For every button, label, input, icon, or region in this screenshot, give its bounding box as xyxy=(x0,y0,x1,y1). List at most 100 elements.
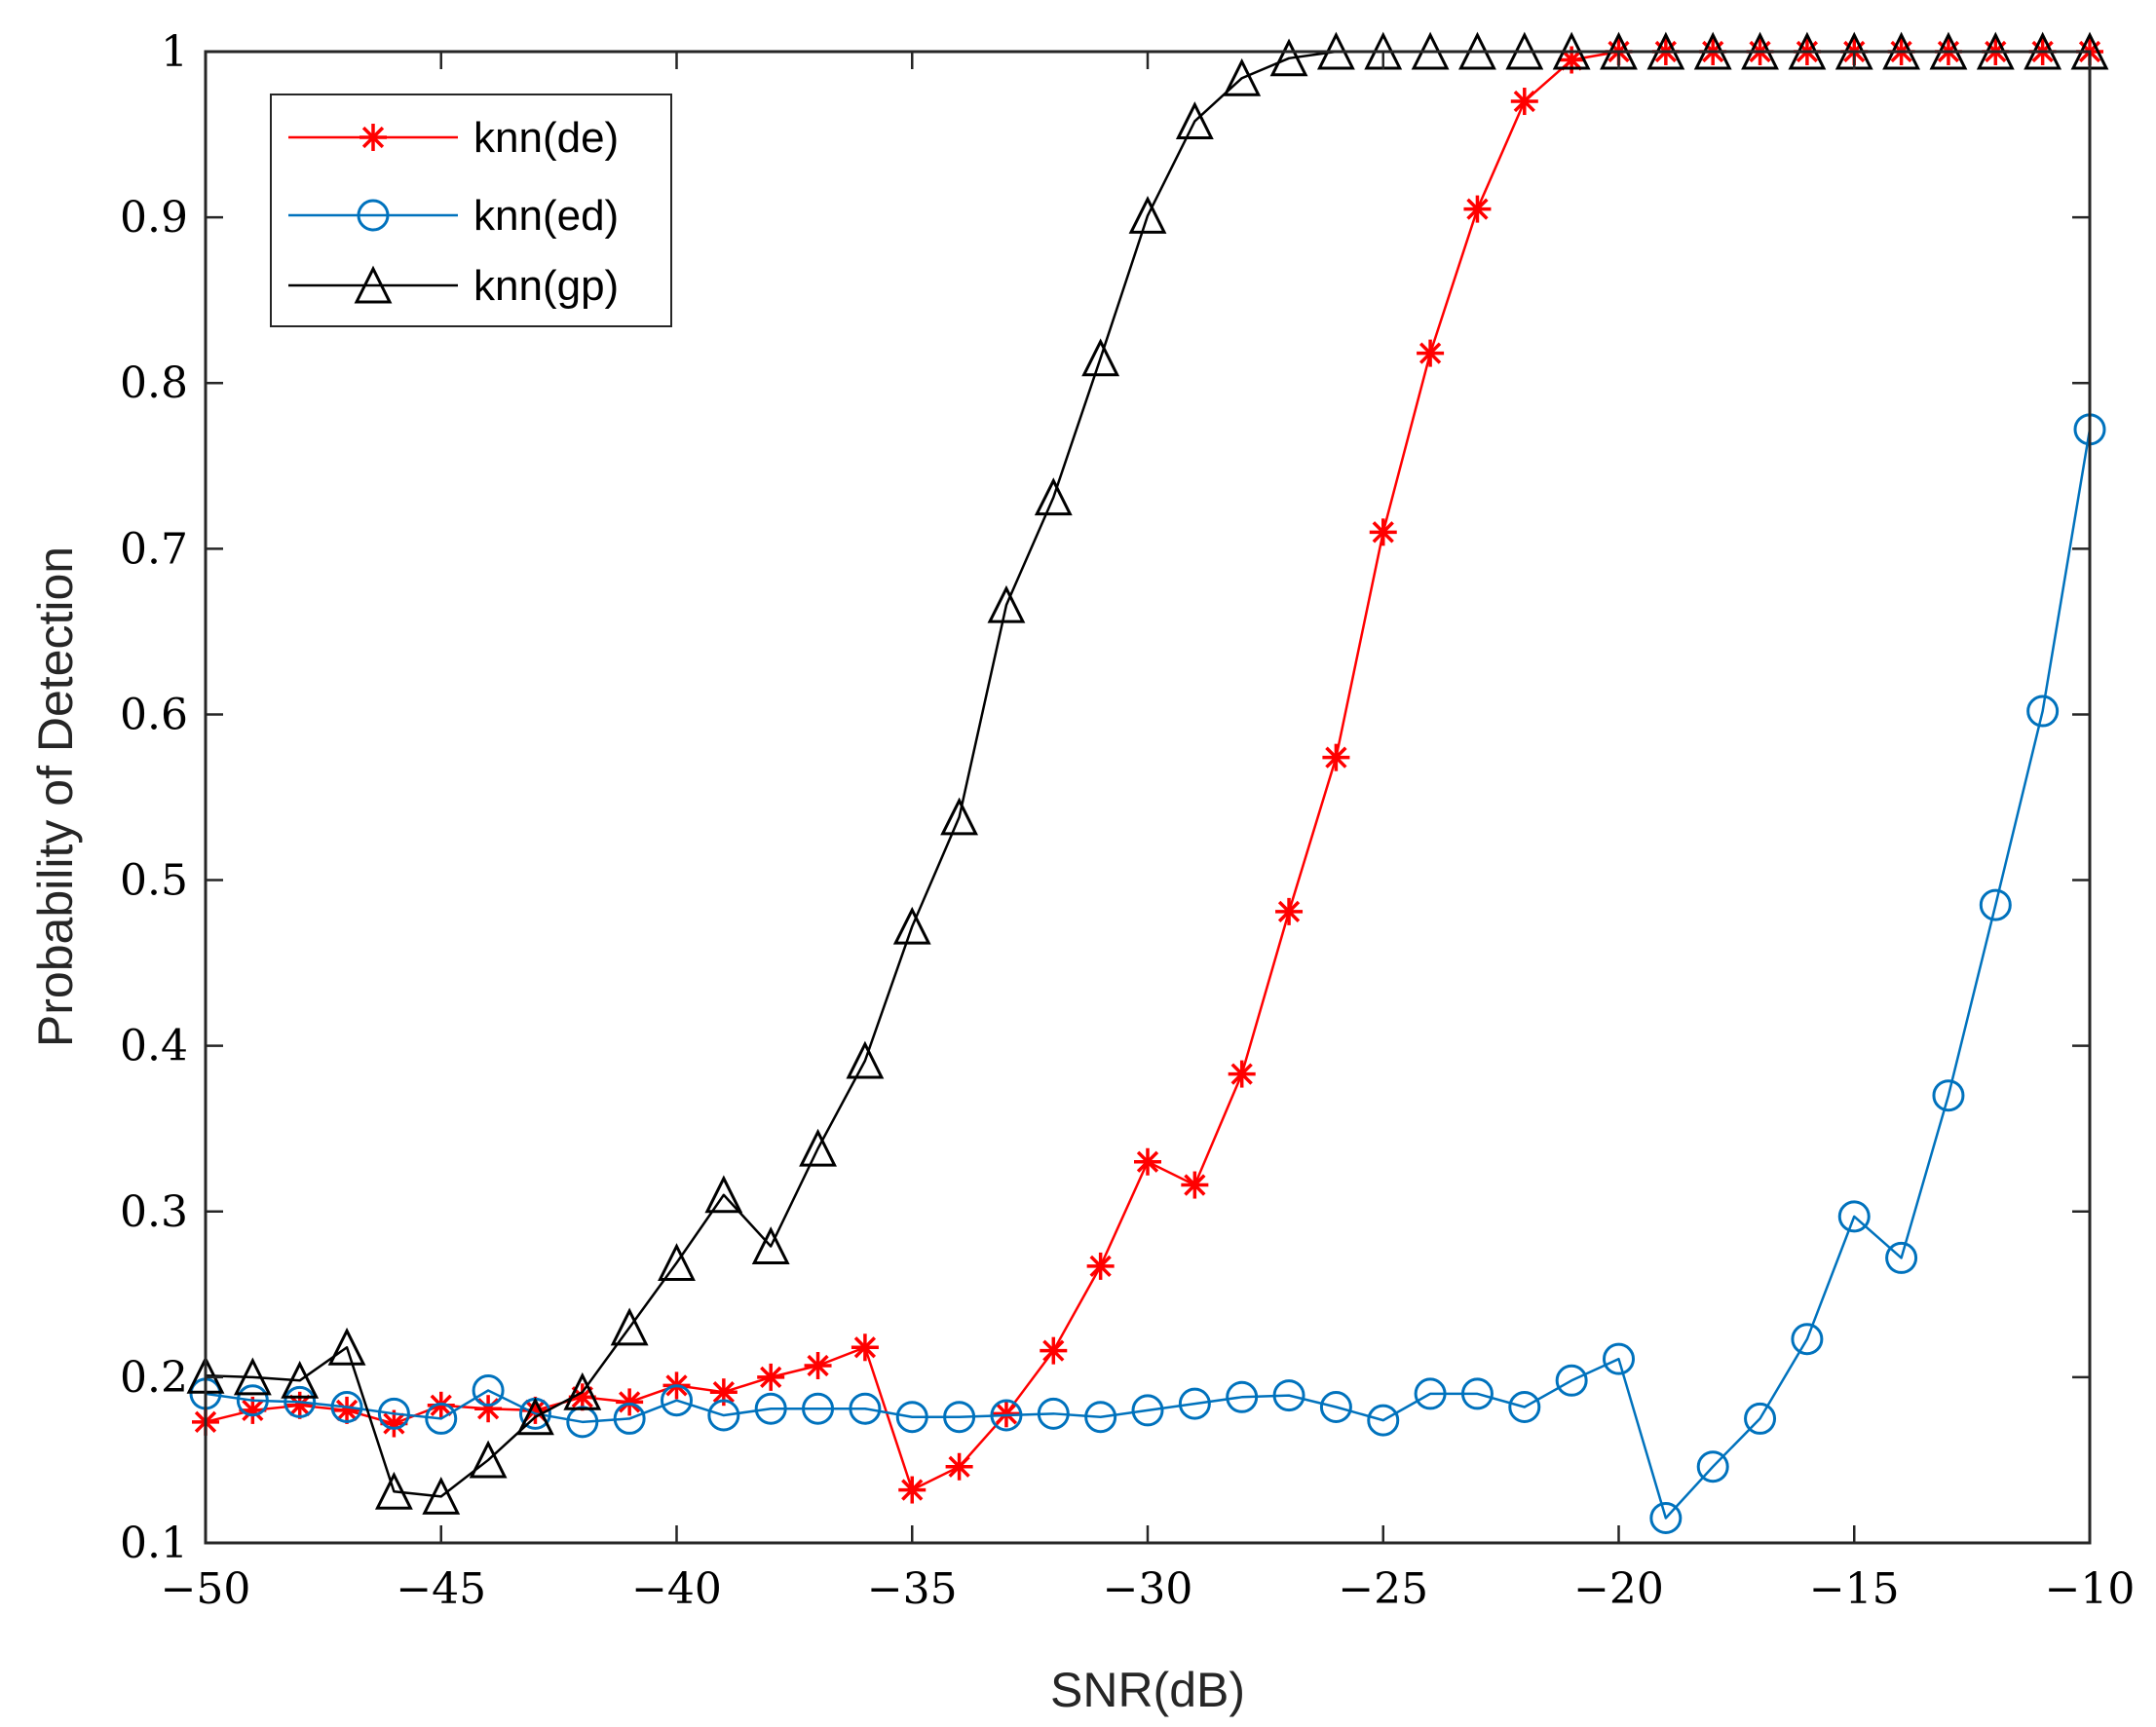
data-point-knn-de xyxy=(1463,195,1492,223)
y-tick-label: 1 xyxy=(161,27,188,77)
data-point-knn-de xyxy=(1134,1147,1161,1176)
data-point-knn-ed xyxy=(1084,1401,1117,1434)
y-tick-label: 0.3 xyxy=(120,1187,188,1237)
data-point-knn-de xyxy=(1510,88,1538,116)
data-point-knn-ed xyxy=(990,1399,1023,1432)
x-tick-label: −50 xyxy=(161,1564,251,1614)
data-point-knn-ed xyxy=(1885,1241,1918,1274)
data-point-knn-ed xyxy=(1319,1391,1352,1424)
data-point-knn-gp xyxy=(846,1040,885,1079)
data-point-knn-de xyxy=(804,1351,832,1379)
ticks-layer: −50 −45 −40 −35 −30 −25 −20 −15 −10 0.1 0.2 0.3 0.4 0… xyxy=(120,27,2135,1614)
x-tick-label: −15 xyxy=(1809,1564,1900,1614)
data-point-knn-gp xyxy=(516,1397,554,1436)
legend-entries: knn(de) knn(ed) knn(gp) xyxy=(288,114,619,310)
legend-entry-knn-ed: knn(ed) xyxy=(288,192,619,240)
data-point-knn-de xyxy=(1275,897,1304,925)
legend-entry-knn-gp: knn(gp) xyxy=(288,262,619,310)
y-tick-label: 0.2 xyxy=(120,1353,188,1403)
data-point-knn-de xyxy=(851,1333,879,1362)
x-tick-label: −25 xyxy=(1338,1564,1428,1614)
data-point-knn-de xyxy=(1322,743,1350,771)
data-point-knn-ed xyxy=(1037,1397,1070,1430)
legend-label: knn(gp) xyxy=(473,262,619,310)
data-point-knn-de xyxy=(616,1388,644,1416)
series-knn-ed xyxy=(189,413,2106,1534)
data-point-knn-ed xyxy=(1460,1377,1494,1410)
data-point-knn-de xyxy=(709,1378,738,1407)
data-point-knn-ed xyxy=(1131,1394,1164,1427)
data-point-knn-ed xyxy=(1178,1387,1211,1420)
data-point-knn-de xyxy=(1040,1336,1068,1365)
data-point-knn-gp xyxy=(799,1128,837,1167)
data-point-knn-gp xyxy=(940,797,979,836)
data-point-knn-de xyxy=(1228,1060,1256,1088)
data-point-knn-de xyxy=(474,1395,503,1423)
data-point-knn-ed xyxy=(707,1399,740,1432)
x-tick-label: −45 xyxy=(396,1564,486,1614)
data-point-knn-gp xyxy=(892,906,931,945)
data-point-knn-ed xyxy=(330,1391,363,1424)
data-point-knn-ed xyxy=(1367,1404,1400,1437)
data-point-knn-de xyxy=(1181,1171,1209,1199)
plot-frame xyxy=(204,50,2092,1545)
y-tick-label: 0.1 xyxy=(120,1519,188,1568)
data-point-knn-ed xyxy=(895,1401,928,1434)
data-point-knn-ed xyxy=(1932,1079,1965,1112)
data-point-knn-gp xyxy=(658,1243,696,1282)
data-point-knn-ed xyxy=(472,1373,505,1407)
legend-entry-knn-de: knn(de) xyxy=(288,114,619,162)
data-point-knn-ed xyxy=(1226,1380,1259,1413)
y-axis-label: Probability of Detection xyxy=(28,546,83,1047)
data-point-knn-ed xyxy=(236,1384,269,1417)
legend-marker-knn-gp xyxy=(354,265,393,304)
legend-label: knn(de) xyxy=(473,114,619,162)
data-point-knn-gp xyxy=(422,1477,461,1515)
data-point-knn-ed xyxy=(377,1397,410,1430)
series-line-knn-ed xyxy=(205,429,2092,1520)
data-point-knn-ed xyxy=(943,1401,976,1434)
data-point-knn-gp xyxy=(327,1327,366,1366)
data-point-knn-ed xyxy=(1555,1364,1588,1397)
data-point-knn-gp xyxy=(1269,38,1308,77)
data-point-knn-ed xyxy=(754,1392,787,1425)
x-tick-label: −30 xyxy=(1103,1564,1193,1614)
data-point-knn-ed xyxy=(2026,695,2060,728)
data-point-knn-ed xyxy=(425,1402,458,1435)
data-point-knn-ed xyxy=(1603,1342,1635,1375)
data-point-knn-de xyxy=(1086,1252,1115,1280)
y-tick-label: 0.7 xyxy=(120,524,188,574)
data-point-knn-gp xyxy=(563,1371,602,1410)
data-point-knn-ed xyxy=(1744,1402,1777,1435)
data-point-knn-de xyxy=(945,1452,973,1481)
data-point-knn-de xyxy=(757,1363,785,1391)
data-point-knn-gp xyxy=(704,1175,743,1214)
y-tick-label: 0.5 xyxy=(120,856,188,906)
data-point-knn-ed xyxy=(1414,1377,1447,1410)
data-point-knn-gp xyxy=(751,1226,790,1265)
data-point-knn-de xyxy=(333,1396,361,1424)
x-axis-label: SNR(dB) xyxy=(1050,1663,1245,1717)
data-point-knn-ed xyxy=(1649,1501,1683,1534)
y-tick-label: 0.6 xyxy=(120,690,188,739)
data-point-knn-gp xyxy=(233,1357,272,1396)
data-point-knn-de xyxy=(1417,339,1445,367)
data-point-knn-ed xyxy=(1696,1450,1729,1483)
data-point-knn-de xyxy=(992,1400,1020,1428)
data-point-knn-ed xyxy=(284,1385,317,1418)
data-point-knn-gp xyxy=(1128,196,1167,234)
data-point-knn-gp xyxy=(281,1360,320,1399)
y-tick-label: 0.9 xyxy=(120,193,188,243)
data-point-knn-ed xyxy=(613,1402,646,1435)
data-point-knn-ed xyxy=(1791,1323,1824,1356)
data-point-knn-de xyxy=(1369,518,1397,546)
data-point-knn-de xyxy=(521,1396,549,1424)
data-point-knn-ed xyxy=(1979,888,2012,921)
legend-marker-knn-de xyxy=(359,124,387,151)
data-point-knn-ed xyxy=(1272,1379,1305,1412)
legend: knn(de) knn(ed) knn(gp) xyxy=(270,94,672,327)
data-point-knn-ed xyxy=(1508,1391,1541,1424)
data-point-knn-gp xyxy=(469,1440,508,1479)
data-point-knn-gp xyxy=(1034,477,1073,516)
